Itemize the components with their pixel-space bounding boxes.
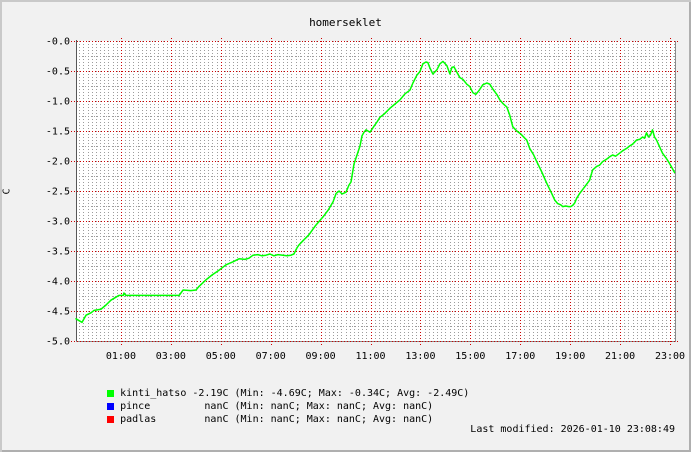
legend-label: pince nanC (Min: nanC; Max: nanC; Avg: n… [120,401,434,412]
legend-row-padlas: padlas nanC (Min: nanC; Max: nanC; Avg: … [71,400,469,425]
svg-text:-2.0: -2.0 [46,157,70,168]
svg-text:-2.5: -2.5 [46,187,70,198]
svg-text:13:00: 13:00 [405,351,435,362]
svg-text:-1.0: -1.0 [46,97,70,108]
legend-row-pince: pince nanC (Min: nanC; Max: nanC; Avg: n… [71,387,469,412]
svg-text:19:00: 19:00 [555,351,585,362]
svg-text:-0.0: -0.0 [46,37,70,48]
svg-text:23:00: 23:00 [655,351,685,362]
svg-text:07:00: 07:00 [256,351,286,362]
svg-text:-1.5: -1.5 [46,127,70,138]
svg-text:-4.0: -4.0 [46,277,70,288]
legend-label: padlas nanC (Min: nanC; Max: nanC; Avg: … [120,414,434,425]
svg-text:-3.0: -3.0 [46,217,70,228]
legend-swatch-red [107,415,115,423]
svg-text:01:00: 01:00 [106,351,136,362]
svg-text:-0.5: -0.5 [46,67,70,78]
svg-text:-4.5: -4.5 [46,307,70,318]
chart-legend: kinti_hatso -2.19C (Min: -4.69C; Max: -0… [71,374,469,425]
svg-text:-3.5: -3.5 [46,247,70,258]
svg-text:03:00: 03:00 [156,351,186,362]
svg-text:05:00: 05:00 [206,351,236,362]
svg-text:-5.0: -5.0 [46,337,70,348]
last-modified-label: Last modified: 2026-01-10 23:08:49 [470,424,675,435]
legend-row-kinti-hatso: kinti_hatso -2.19C (Min: -4.69C; Max: -0… [71,374,469,399]
svg-text:21:00: 21:00 [605,351,635,362]
svg-text:09:00: 09:00 [306,351,336,362]
legend-label: kinti_hatso -2.19C (Min: -4.69C; Max: -0… [120,388,470,399]
legend-swatch-green [107,389,115,397]
legend-swatch-blue [107,402,115,410]
chart-title: homerseklet [309,16,382,29]
svg-text:17:00: 17:00 [505,351,535,362]
svg-text:11:00: 11:00 [355,351,385,362]
svg-text:15:00: 15:00 [455,351,485,362]
